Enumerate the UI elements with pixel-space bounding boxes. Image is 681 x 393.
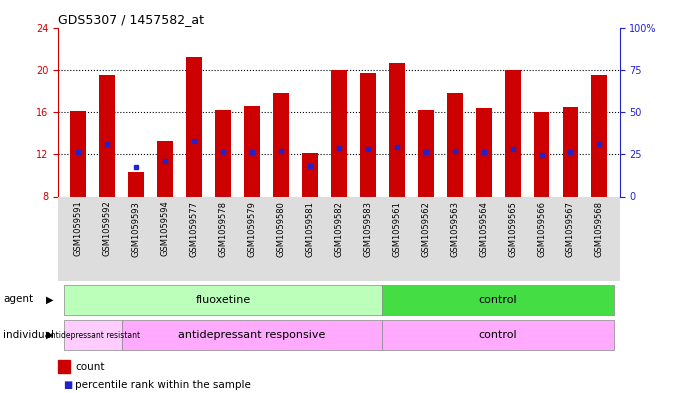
Text: GSM1059594: GSM1059594 (161, 201, 170, 257)
Bar (475, 108, 492, 196)
Text: percentile rank within the sample: percentile rank within the sample (75, 380, 251, 390)
Text: GDS5307 / 1457582_at: GDS5307 / 1457582_at (58, 13, 204, 26)
Text: GSM1059583: GSM1059583 (363, 201, 373, 257)
Text: GSM1059562: GSM1059562 (421, 201, 430, 257)
Bar (128, 172, 144, 196)
Bar (186, 57, 202, 196)
Text: GSM1059591: GSM1059591 (74, 201, 82, 257)
Bar (382, 320, 614, 350)
Bar (273, 93, 289, 196)
Bar (533, 112, 550, 196)
Bar (563, 107, 578, 196)
Text: ▶: ▶ (46, 330, 54, 340)
Text: GSM1059568: GSM1059568 (595, 201, 604, 257)
Bar (99, 75, 115, 196)
Text: count: count (75, 362, 104, 372)
Text: control: control (479, 330, 518, 340)
Text: GSM1059566: GSM1059566 (537, 201, 546, 257)
Text: GSM1059563: GSM1059563 (450, 201, 459, 257)
Text: GSM1059582: GSM1059582 (334, 201, 343, 257)
Text: GSM1059592: GSM1059592 (103, 201, 112, 257)
Text: GSM1059561: GSM1059561 (392, 201, 401, 257)
Text: GSM1059579: GSM1059579 (247, 201, 257, 257)
Bar (215, 110, 231, 196)
Text: GSM1059565: GSM1059565 (508, 201, 517, 257)
Bar (331, 70, 347, 196)
Text: GSM1059567: GSM1059567 (566, 201, 575, 257)
Text: GSM1059581: GSM1059581 (305, 201, 315, 257)
Text: individual: individual (3, 330, 54, 340)
Bar (447, 93, 462, 196)
Bar (64, 320, 122, 350)
Text: fluoxetine: fluoxetine (195, 295, 251, 305)
Bar (244, 106, 260, 196)
Bar (389, 63, 405, 196)
Text: GSM1059593: GSM1059593 (131, 201, 140, 257)
Bar (157, 141, 173, 196)
Text: GSM1059578: GSM1059578 (219, 201, 227, 257)
Bar (122, 320, 382, 350)
Text: ■: ■ (63, 380, 72, 390)
Bar (592, 75, 607, 196)
Text: GSM1059577: GSM1059577 (189, 201, 198, 257)
Bar (382, 285, 614, 315)
Text: control: control (479, 295, 518, 305)
Text: antidepressant resistant: antidepressant resistant (46, 331, 140, 340)
Bar (70, 111, 86, 196)
Text: ▶: ▶ (46, 294, 54, 305)
Text: GSM1059564: GSM1059564 (479, 201, 488, 257)
Bar (505, 70, 520, 196)
Text: GSM1059580: GSM1059580 (276, 201, 285, 257)
Bar (417, 110, 434, 196)
Bar (64, 285, 382, 315)
Text: agent: agent (3, 294, 33, 305)
Text: antidepressant responsive: antidepressant responsive (178, 330, 326, 340)
Bar (360, 73, 376, 196)
Bar (302, 153, 318, 196)
